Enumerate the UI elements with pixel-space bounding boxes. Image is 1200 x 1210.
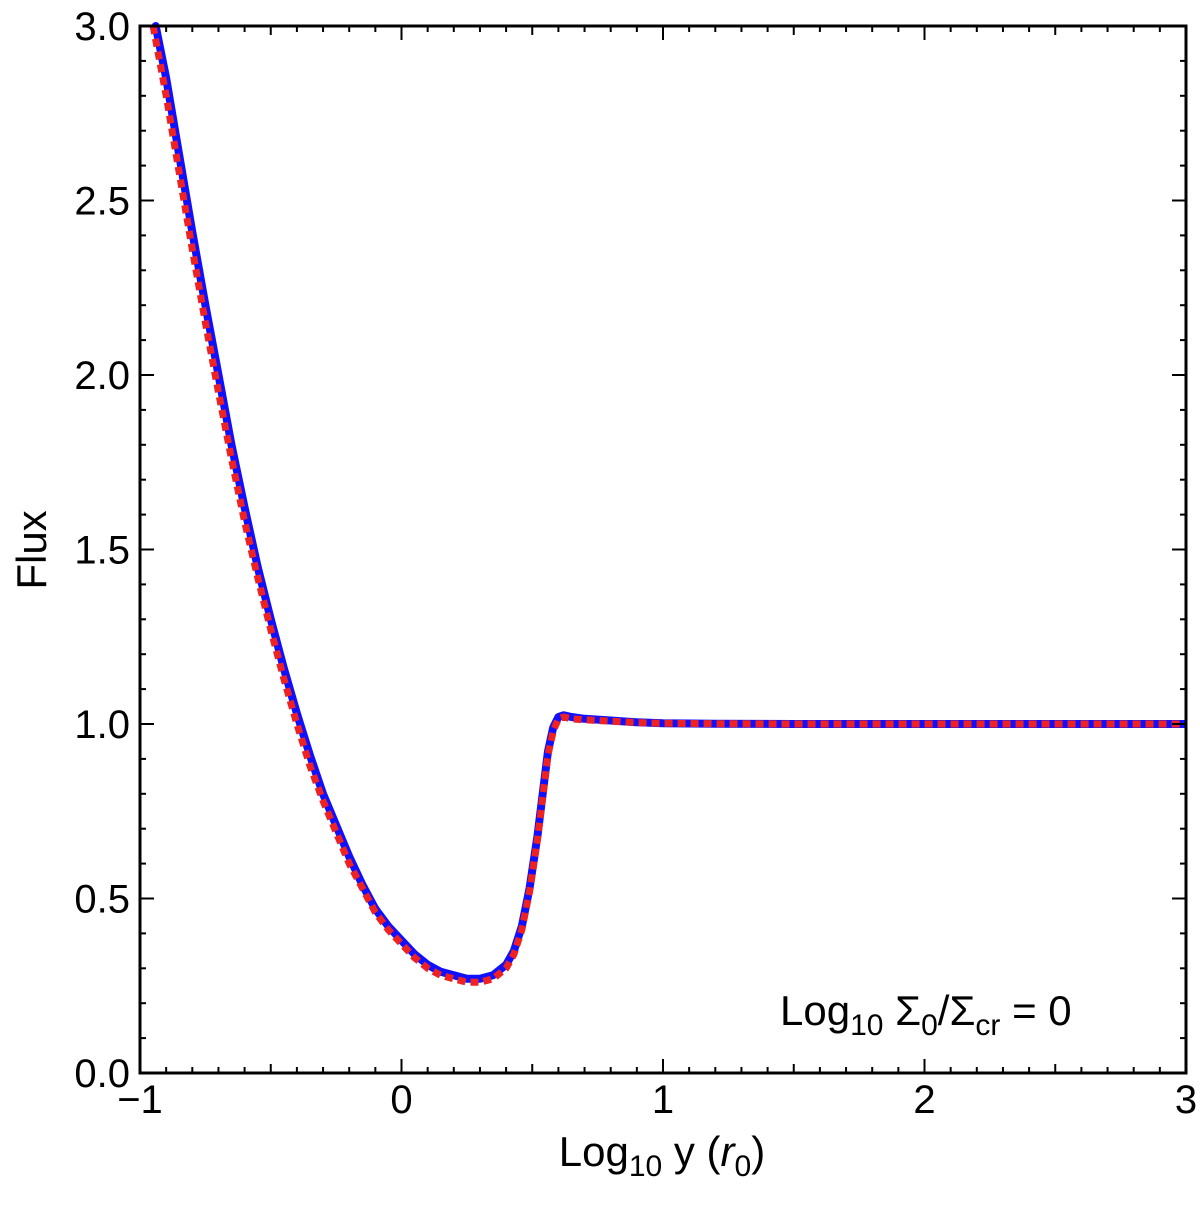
- annotation-sigma0: Σ: [883, 987, 921, 1034]
- x-axis-title: Log10 y (r0): [559, 1128, 765, 1183]
- series-line-1: [151, 22, 1186, 983]
- y-tick-label: 2.5: [74, 180, 130, 224]
- x-tick-label: 1: [652, 1078, 674, 1122]
- series-line-2: [149, 25, 1186, 986]
- annotation-sub-0: 0: [921, 1009, 938, 1042]
- series-layer: [149, 22, 1186, 986]
- y-tick-label: 3.0: [74, 5, 130, 49]
- annotation-sub-cr: cr: [975, 1009, 1000, 1042]
- y-tick-label: 0.0: [74, 1052, 130, 1096]
- y-axis-title: Flux: [8, 510, 55, 589]
- x-tick-label: 2: [913, 1078, 935, 1122]
- annotation-equals: = 0: [1000, 987, 1071, 1034]
- annotation-sub-10: 10: [850, 1009, 883, 1042]
- x-axis-title-var: y (: [662, 1128, 720, 1175]
- annotation-sigmacr: /Σ: [938, 987, 976, 1034]
- x-axis-title-close: ): [751, 1128, 765, 1175]
- x-tick-label: 0: [390, 1078, 412, 1122]
- x-axis-title-italic-sub: 0: [735, 1150, 752, 1183]
- x-axis-title-italic: r: [721, 1128, 737, 1175]
- x-tick-label: 3: [1175, 1078, 1197, 1122]
- ticks-layer: [139, 25, 1187, 1074]
- y-tick-label: 2.0: [74, 354, 130, 398]
- y-tick-label: 1.0: [74, 703, 130, 747]
- annotation-log: Log: [780, 987, 850, 1034]
- x-axis-title-base: Log: [559, 1128, 629, 1175]
- plot-frame: [138, 24, 1188, 1075]
- x-axis-title-sub: 10: [629, 1150, 662, 1183]
- y-tick-label: 1.5: [74, 529, 130, 573]
- y-tick-label: 0.5: [74, 878, 130, 922]
- x-tick-label: −1: [117, 1078, 163, 1122]
- labels-layer: −1 0 1 2 3 0.0 0.5 1.0 1.5 2.0 2.5 3.0: [74, 5, 1197, 1122]
- annotation: Log10 Σ0/Σcr = 0: [780, 987, 1072, 1042]
